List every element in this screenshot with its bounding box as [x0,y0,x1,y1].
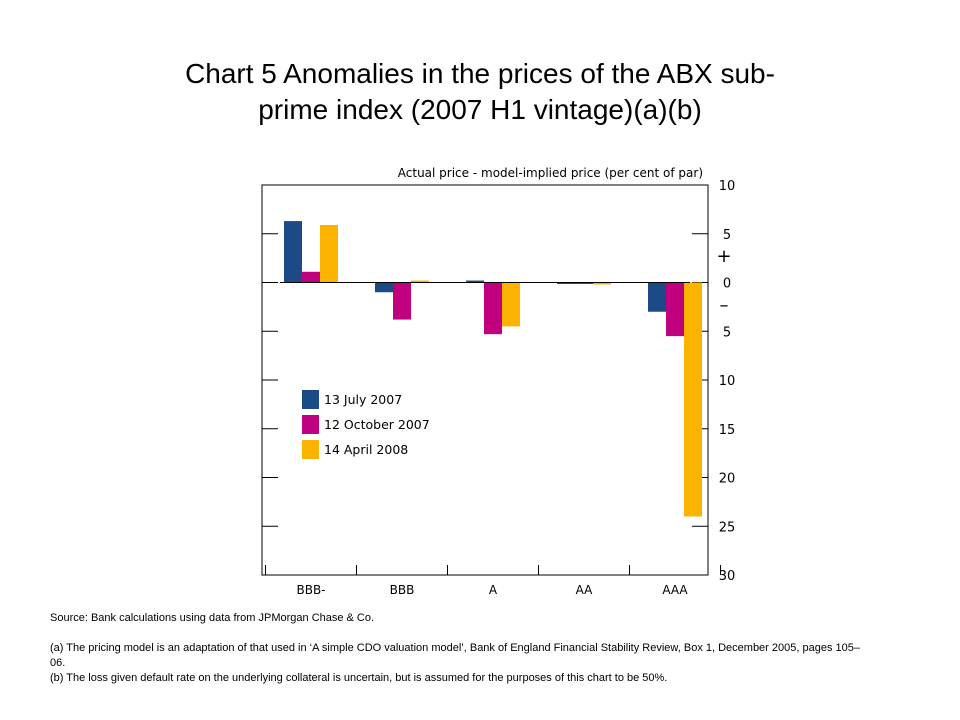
chart-title: Chart 5 Anomalies in the prices of the A… [80,56,880,128]
y-axis-labels: 10 5 0 5 10 15 20 25 30 [719,179,736,584]
bar [648,282,666,312]
bar [666,282,684,337]
source-note: Source: Bank calculations using data fro… [50,612,375,624]
y-tick-label: 30 [719,569,736,584]
x-tick-label: BBB- [296,583,325,597]
y-tick-label: 10 [719,374,736,389]
x-tick-label: A [489,583,498,597]
x-tick-label: AA [576,583,594,597]
x-tick-label: AAA [662,583,688,597]
x-tick-label: BBB [390,583,415,597]
title-line-1: Chart 5 Anomalies in the prices of the A… [185,58,775,89]
legend-swatch [302,440,319,459]
bar [375,282,393,293]
bar [575,282,593,284]
y-tick-label: 20 [719,472,736,487]
x-axis-labels: BBB- BBB A AA AAA [296,583,688,597]
bar [302,271,320,283]
bar [466,280,484,283]
y-tick-label: 5 [723,325,731,340]
footnotes: Source: Bank calculations using data fro… [50,611,870,686]
y-tick-label: 5 [723,228,731,243]
bar [411,280,429,283]
bar [320,224,338,283]
legend-label: 13 July 2007 [324,392,402,407]
title-line-2: prime index (2007 H1 vintage)(a)(b) [258,94,702,125]
bar [684,282,702,517]
note-b: (b) The loss given default rate on the u… [50,672,668,684]
legend-swatch [302,390,319,409]
legend-label: 12 October 2007 [324,417,430,432]
plus-sign: + [716,246,731,267]
minus-sign: – [720,295,729,316]
legend: 13 July 2007 12 October 2007 14 April 2008 [302,390,430,459]
bar [484,282,502,335]
legend-swatch [302,415,319,434]
note-a: (a) The pricing model is an adaptation o… [50,642,860,669]
bar [557,282,575,284]
y-axis-title: Actual price - model-implied price (per … [398,166,703,180]
legend-label: 14 April 2008 [324,442,408,457]
y-tick-label: 0 [723,277,731,292]
bar [393,282,411,320]
bar [284,221,302,283]
bar [593,282,611,285]
bar [502,282,520,327]
y-tick-label: 15 [719,423,736,438]
bars [284,221,702,517]
y-tick-label: 10 [719,179,736,194]
y-tick-label: 25 [719,520,736,535]
